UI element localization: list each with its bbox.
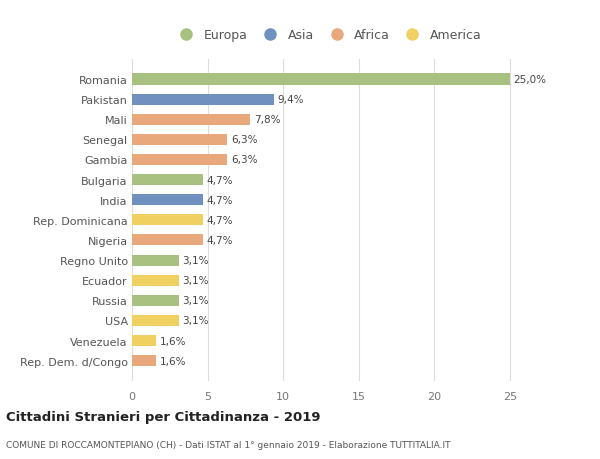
Bar — [132, 174, 203, 186]
Text: 25,0%: 25,0% — [514, 75, 547, 85]
Text: COMUNE DI ROCCAMONTEPIANO (CH) - Dati ISTAT al 1° gennaio 2019 - Elaborazione TU: COMUNE DI ROCCAMONTEPIANO (CH) - Dati IS… — [6, 441, 451, 449]
Text: 4,7%: 4,7% — [207, 195, 233, 205]
Bar — [132, 315, 179, 326]
Bar — [132, 275, 179, 286]
Text: 4,7%: 4,7% — [207, 175, 233, 185]
Text: 3,1%: 3,1% — [182, 275, 209, 285]
Bar — [132, 134, 227, 146]
Legend: Europa, Asia, Africa, America: Europa, Asia, Africa, America — [169, 24, 487, 47]
Text: 1,6%: 1,6% — [160, 336, 187, 346]
Bar — [132, 114, 250, 125]
Text: 6,3%: 6,3% — [231, 155, 257, 165]
Bar — [132, 335, 156, 346]
Bar — [132, 355, 156, 366]
Text: 7,8%: 7,8% — [254, 115, 280, 125]
Bar — [132, 95, 274, 106]
Bar — [132, 215, 203, 226]
Text: 3,1%: 3,1% — [182, 296, 209, 306]
Bar — [132, 235, 203, 246]
Text: 3,1%: 3,1% — [182, 316, 209, 326]
Text: 6,3%: 6,3% — [231, 135, 257, 145]
Bar — [132, 255, 179, 266]
Text: Cittadini Stranieri per Cittadinanza - 2019: Cittadini Stranieri per Cittadinanza - 2… — [6, 410, 320, 423]
Text: 3,1%: 3,1% — [182, 256, 209, 265]
Bar — [132, 74, 510, 85]
Text: 9,4%: 9,4% — [278, 95, 304, 105]
Bar — [132, 195, 203, 206]
Bar — [132, 295, 179, 306]
Text: 1,6%: 1,6% — [160, 356, 187, 366]
Text: 4,7%: 4,7% — [207, 235, 233, 246]
Text: 4,7%: 4,7% — [207, 215, 233, 225]
Bar — [132, 155, 227, 166]
